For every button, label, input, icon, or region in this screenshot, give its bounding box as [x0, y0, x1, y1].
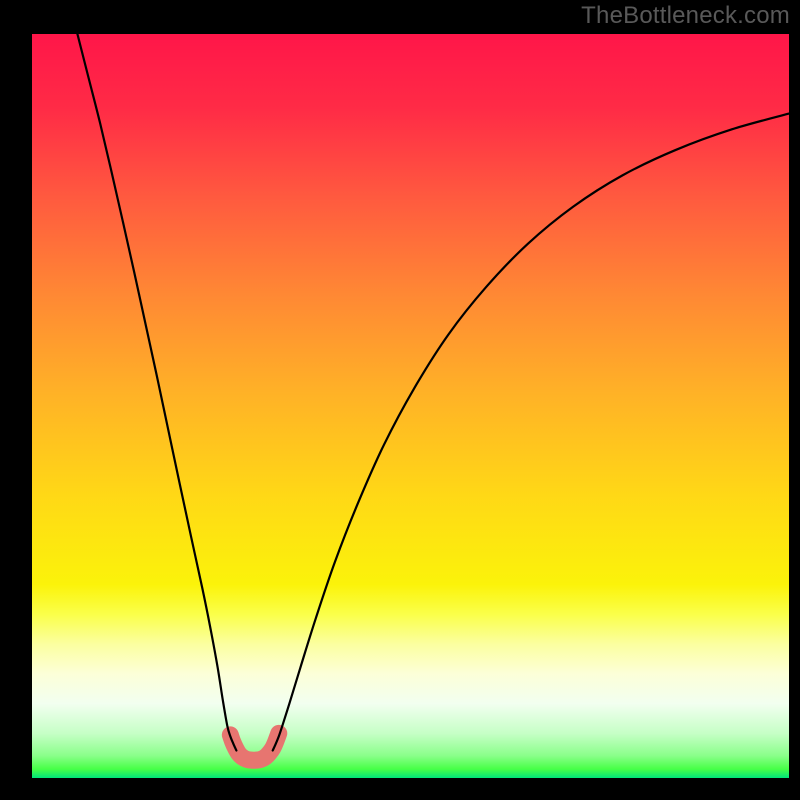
- plot-background-black: TheBottleneck.com: [0, 0, 800, 800]
- watermark-text: TheBottleneck.com: [581, 2, 790, 30]
- chart-frame: TheBottleneck.com: [0, 0, 800, 800]
- plot-gradient-background: [32, 34, 789, 778]
